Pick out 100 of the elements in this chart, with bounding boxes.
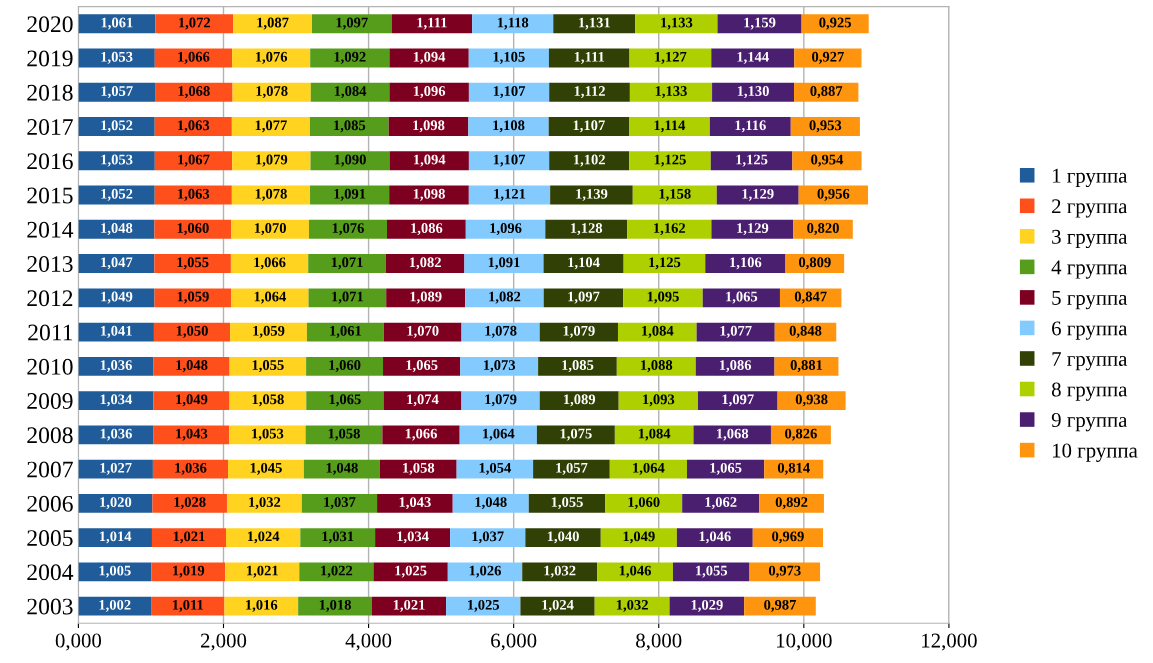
data-label: 1,091 bbox=[334, 188, 366, 201]
data-label: 1,071 bbox=[331, 257, 363, 270]
data-label: 1,111 bbox=[417, 17, 447, 30]
bar bbox=[308, 254, 386, 273]
data-label: 1,097 bbox=[336, 17, 368, 30]
bar bbox=[388, 117, 469, 136]
data-label: 1,046 bbox=[619, 565, 652, 578]
data-label: 1,097 bbox=[568, 291, 600, 304]
data-label: 1,014 bbox=[99, 531, 132, 544]
bar bbox=[635, 14, 718, 34]
data-label: 1,048 bbox=[176, 360, 208, 373]
data-label: 1,070 bbox=[254, 223, 286, 236]
bar bbox=[627, 219, 712, 239]
bar bbox=[78, 425, 154, 445]
bar bbox=[710, 151, 793, 171]
bar bbox=[464, 254, 544, 273]
bar bbox=[520, 596, 595, 616]
bar bbox=[78, 493, 153, 513]
bar bbox=[548, 117, 629, 136]
bar bbox=[749, 562, 821, 582]
data-label: 1,048 bbox=[101, 223, 133, 236]
data-label: 1,074 bbox=[407, 394, 439, 407]
data-label: 1,022 bbox=[321, 565, 353, 578]
data-label: 1,125 bbox=[649, 257, 681, 270]
data-label: 1,089 bbox=[563, 394, 596, 407]
data-label: 1,011 bbox=[172, 599, 204, 612]
legend-label: 3 группа bbox=[1052, 229, 1128, 249]
data-label: 1,085 bbox=[562, 360, 594, 373]
data-label: 1,060 bbox=[628, 497, 660, 510]
bar bbox=[676, 528, 753, 547]
bar bbox=[549, 151, 630, 171]
data-label: 1,125 bbox=[654, 154, 686, 167]
bar bbox=[538, 356, 617, 376]
data-label: 1,032 bbox=[249, 497, 281, 510]
data-label: 1,016 bbox=[246, 599, 278, 612]
data-label: 1,049 bbox=[623, 531, 655, 544]
data-label: 1,057 bbox=[101, 86, 133, 99]
bar bbox=[792, 151, 862, 171]
data-label: 0,887 bbox=[810, 86, 843, 99]
data-label: 1,060 bbox=[329, 360, 361, 373]
legend-label: 4 группа bbox=[1051, 260, 1128, 279]
data-label: 1,086 bbox=[411, 223, 443, 236]
y-tick-label: 2020 bbox=[27, 16, 73, 33]
bar bbox=[232, 82, 311, 102]
data-label: 1,021 bbox=[173, 531, 205, 544]
data-label: 1,072 bbox=[179, 17, 211, 30]
data-label: 1,077 bbox=[255, 120, 287, 133]
data-label: 1,097 bbox=[722, 394, 754, 407]
data-label: 1,068 bbox=[178, 86, 210, 99]
x-tick-label: 0,000 bbox=[55, 633, 102, 651]
bar bbox=[629, 151, 711, 171]
bar bbox=[553, 14, 636, 34]
bar bbox=[600, 528, 677, 547]
legend-label: 5 группа bbox=[1052, 291, 1128, 310]
bar bbox=[672, 562, 750, 582]
bar bbox=[154, 254, 231, 273]
data-label: 1,037 bbox=[472, 531, 504, 544]
data-label: 1,049 bbox=[101, 291, 133, 304]
data-label: 1,127 bbox=[655, 51, 687, 64]
data-label: 1,019 bbox=[173, 565, 205, 578]
bar bbox=[305, 425, 383, 445]
data-label: 1,078 bbox=[485, 325, 517, 338]
bar bbox=[549, 82, 630, 102]
y-tick-label: 2004 bbox=[27, 564, 74, 581]
data-label: 1,079 bbox=[563, 325, 595, 338]
data-label: 1,067 bbox=[178, 154, 210, 167]
bar bbox=[154, 117, 232, 136]
data-label: 1,082 bbox=[409, 257, 441, 270]
data-label: 1,064 bbox=[254, 291, 287, 304]
bar bbox=[468, 117, 549, 136]
data-label: 1,055 bbox=[695, 565, 728, 578]
legend-label: 6 группа bbox=[1052, 321, 1128, 340]
bar bbox=[310, 82, 390, 102]
bar bbox=[78, 219, 155, 239]
y-tick-label: 2009 bbox=[27, 393, 73, 409]
data-label: 1,053 bbox=[252, 428, 284, 441]
y-tick-label: 2011 bbox=[28, 324, 73, 341]
data-label: 1,107 bbox=[493, 154, 526, 167]
data-label: 1,020 bbox=[100, 497, 132, 510]
bar bbox=[78, 596, 152, 616]
bar bbox=[446, 596, 521, 616]
legend-label: 9 группа bbox=[1051, 413, 1128, 432]
data-label: 1,130 bbox=[737, 86, 769, 99]
data-label: 1,058 bbox=[403, 462, 435, 475]
bar bbox=[153, 391, 230, 410]
bar bbox=[695, 356, 775, 376]
bar bbox=[301, 493, 378, 513]
data-label: 1,063 bbox=[178, 188, 210, 201]
y-tick-label: 2019 bbox=[27, 50, 73, 67]
bar bbox=[232, 151, 311, 171]
data-label: 1,018 bbox=[319, 599, 351, 612]
bar bbox=[153, 425, 230, 445]
legend-label: 10 группа bbox=[1052, 443, 1138, 462]
bar bbox=[154, 151, 233, 171]
data-label: 1,162 bbox=[654, 223, 686, 236]
data-label: 0,892 bbox=[775, 497, 808, 510]
bar bbox=[383, 356, 461, 376]
data-label: 1,089 bbox=[410, 291, 442, 304]
y-tick-label: 2007 bbox=[27, 461, 73, 478]
data-label: 1,104 bbox=[568, 257, 600, 270]
